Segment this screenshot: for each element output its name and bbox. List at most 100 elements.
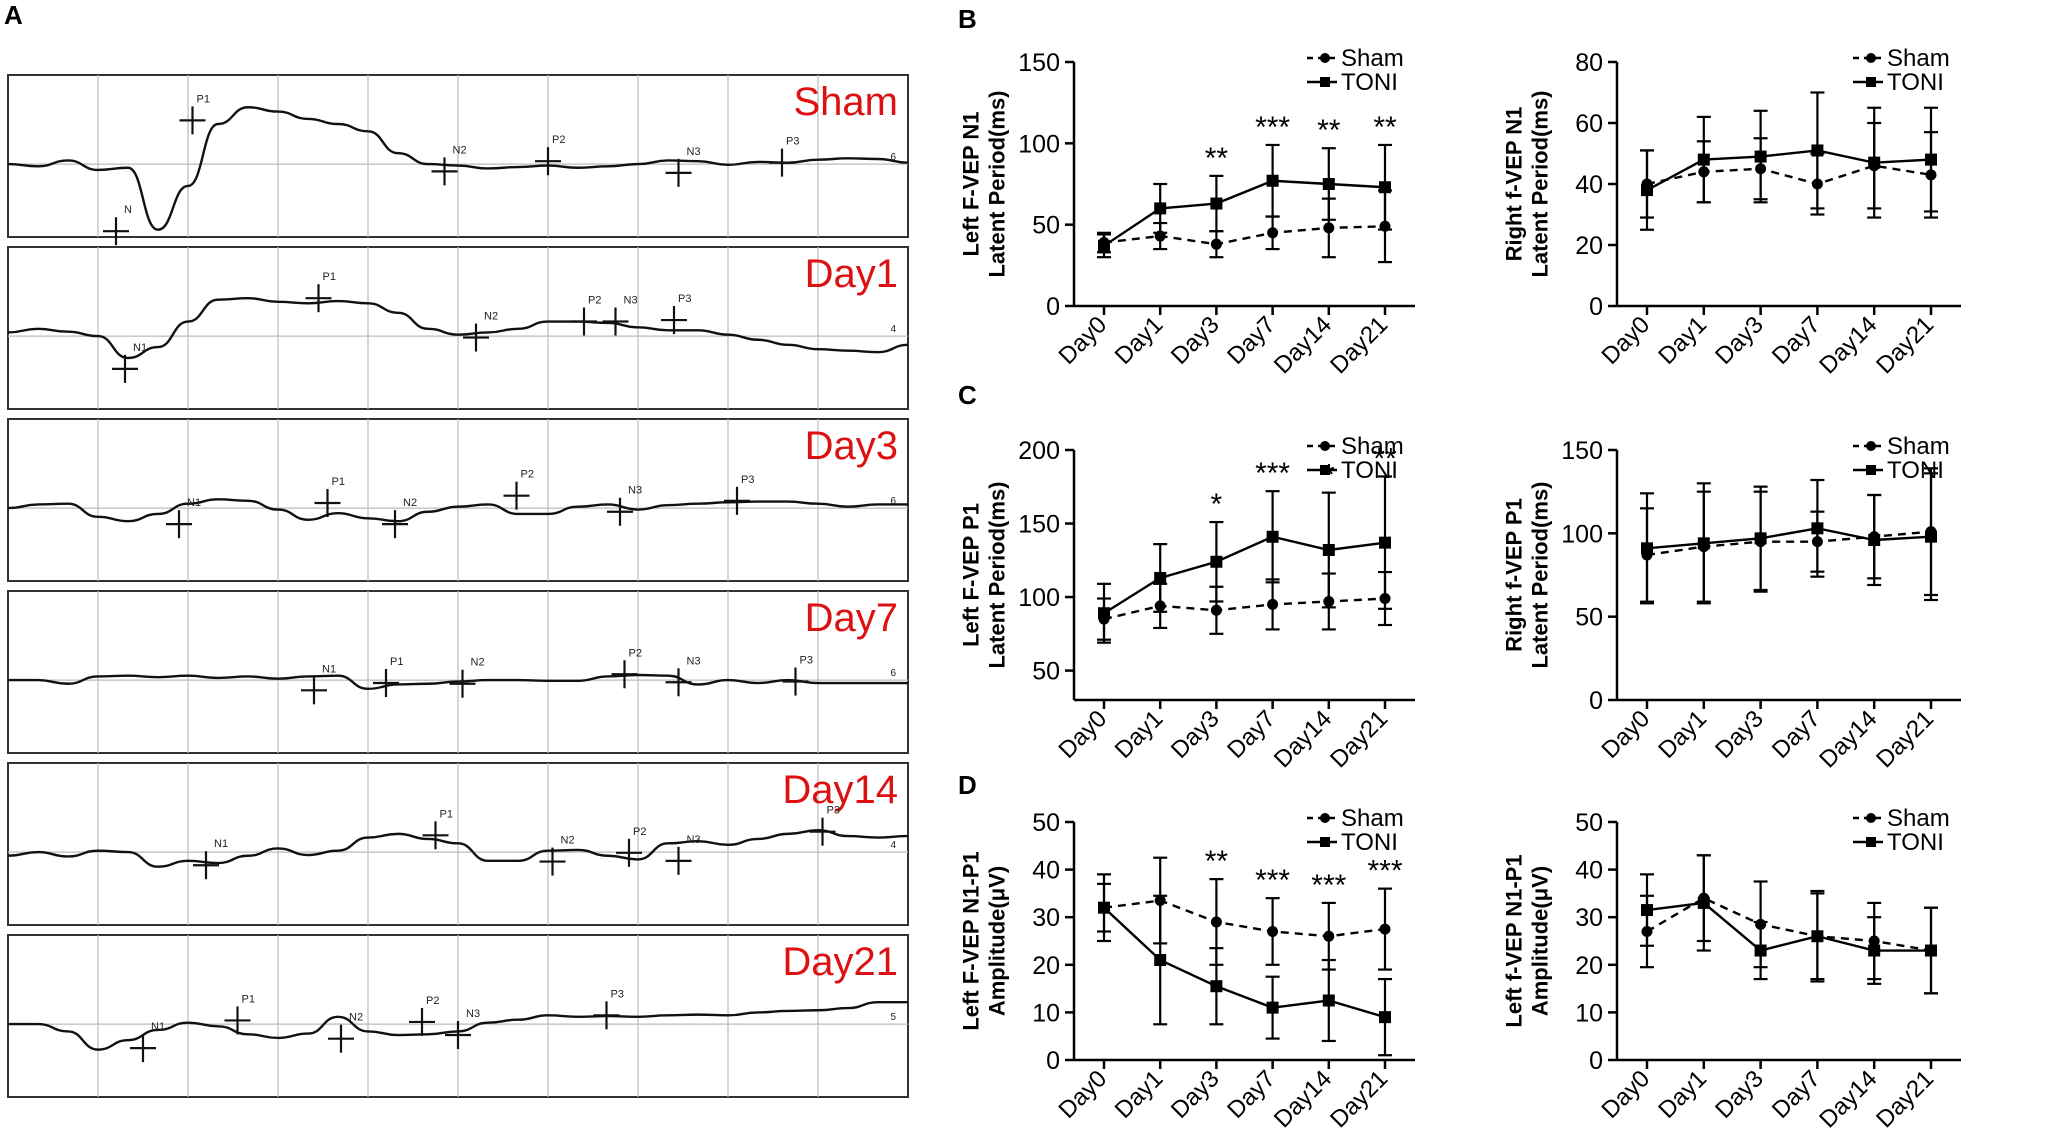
y-tick-label: 20 [1032,952,1060,980]
significance-star: * [1323,459,1335,492]
strip-scale-label: 6 [890,668,896,679]
chart-c-left: 50100150200Day0Day1Day3Day7Day14Day21Lef… [958,433,1415,773]
x-tick-label: Day14 [1269,705,1337,773]
y-tick-label: 0 [1589,293,1603,321]
significance-star: *** [1255,864,1290,897]
legend-marker [1866,77,1876,87]
data-point [1811,930,1824,943]
significance-star: ** [1205,142,1229,175]
waveform-strip: Day14 4 N1 P1 N2 P2 N3 P3 [7,762,909,926]
y-axis-title: Left F-VEP P1Latent Period(ms) [958,481,1009,668]
x-tick-label: Day21 [1325,705,1393,773]
y-tick-label: 50 [1575,809,1603,837]
x-tick-label: Day3 [1166,311,1225,370]
y-tick-label: 60 [1575,110,1603,138]
x-tick-label: Day0 [1054,1065,1113,1124]
peak-label: P2 [633,826,646,838]
waveform-trace [7,829,909,868]
data-point [1210,980,1223,993]
series-toni [1097,475,1392,644]
data-point [1323,930,1335,942]
series-line [1103,535,1386,615]
series-sham [1097,570,1392,641]
x-tick-label: Day21 [1325,311,1393,379]
series-line [1646,530,1932,557]
series-sham [1640,467,1938,603]
series-sham [1097,856,1392,971]
data-point [1697,537,1710,550]
x-tick-label: Day1 [1110,1065,1169,1124]
data-point [1641,184,1653,197]
peak-label: P1 [332,476,345,488]
panel-label-b: B [958,4,977,34]
series-sham [1097,189,1392,264]
y-axis-title: Right f-VEP P1Latent Period(ms) [1501,481,1552,668]
data-point [1266,174,1279,187]
legend-label: Sham [1887,805,1950,832]
y-axis-title: Left F-VEP N1Latent Period(ms) [958,90,1009,277]
data-point [1811,144,1824,157]
y-tick-label: 100 [1018,584,1060,612]
x-tick-label: Day14 [1814,311,1882,379]
data-point [1098,901,1110,914]
x-tick-label: Day3 [1710,311,1769,370]
panel-label-a: A [4,0,23,30]
peak-label: N2 [403,497,417,509]
y-tick-label: 0 [1589,1047,1603,1075]
strip-scale-label: 5 [890,1012,896,1023]
data-point [1925,153,1937,166]
significance-star: ** [1373,442,1397,475]
series-toni [1640,854,1938,995]
legend-label: TONI [1887,829,1944,856]
data-point [1697,896,1710,909]
legend-label: TONI [1341,69,1398,96]
y-tick-label: 150 [1018,511,1060,539]
x-tick-label: Day21 [1325,1065,1393,1133]
y-axis-title-line: Right f-VEP N1 [1501,107,1526,262]
series-line [1646,527,1932,550]
data-point [1098,607,1110,620]
data-point [1267,227,1279,239]
peak-label: N2 [453,144,467,156]
legend-marker [1320,837,1330,847]
data-point [1379,1011,1391,1024]
data-point [1754,150,1767,163]
x-tick-label: Day14 [1269,1065,1337,1133]
series-toni [1640,472,1938,605]
peak-label: N1 [214,838,228,850]
data-point [1267,925,1279,937]
y-tick-label: 40 [1575,171,1603,199]
x-tick-label: Day1 [1110,311,1169,370]
y-tick-label: 30 [1032,904,1060,932]
data-point [1925,530,1937,543]
y-tick-label: 0 [1589,687,1603,715]
data-point [1641,542,1653,555]
legend-marker [1320,53,1330,63]
waveform-strip: Sham 6 N P1 N2 P2 N3 P3 [7,74,909,246]
waveform-trace [7,296,909,360]
x-tick-label: Day0 [1054,705,1113,764]
y-tick-label: 10 [1032,999,1060,1027]
series-line [1103,597,1386,621]
x-tick-label: Day3 [1166,705,1225,764]
waveform-strip: Day3 6 N1 P1 N2 P2 N3 P3 [7,418,909,582]
y-axis-title: Left f-VEP N1-P1Amplitude(μV) [1501,854,1552,1027]
y-axis-title-line: Left F-VEP N1 [958,111,983,256]
legend-marker [1866,465,1876,475]
chart-b-left: 050100150Day0Day1Day3Day7Day14Day21Left … [958,45,1415,379]
legend-marker [1866,441,1876,451]
legend-label: Sham [1887,433,1950,460]
x-tick-label: Day3 [1710,1065,1769,1124]
peak-label: P3 [827,805,840,817]
significance-star: ** [1205,845,1229,878]
y-tick-label: 150 [1018,49,1060,77]
significance-star: ** [1317,114,1341,147]
y-axis-title-line: Latent Period(ms) [985,481,1010,668]
y-axis-title-line: Left F-VEP P1 [958,503,983,647]
data-point [1210,555,1223,568]
waveform-trace [7,498,908,523]
peak-label: P3 [741,474,754,486]
chart-b-right: 020406080Day0Day1Day3Day7Day14Day21Right… [1501,45,1961,379]
peak-label: N3 [687,655,701,667]
y-axis-title-line: Latent Period(ms) [985,90,1010,277]
